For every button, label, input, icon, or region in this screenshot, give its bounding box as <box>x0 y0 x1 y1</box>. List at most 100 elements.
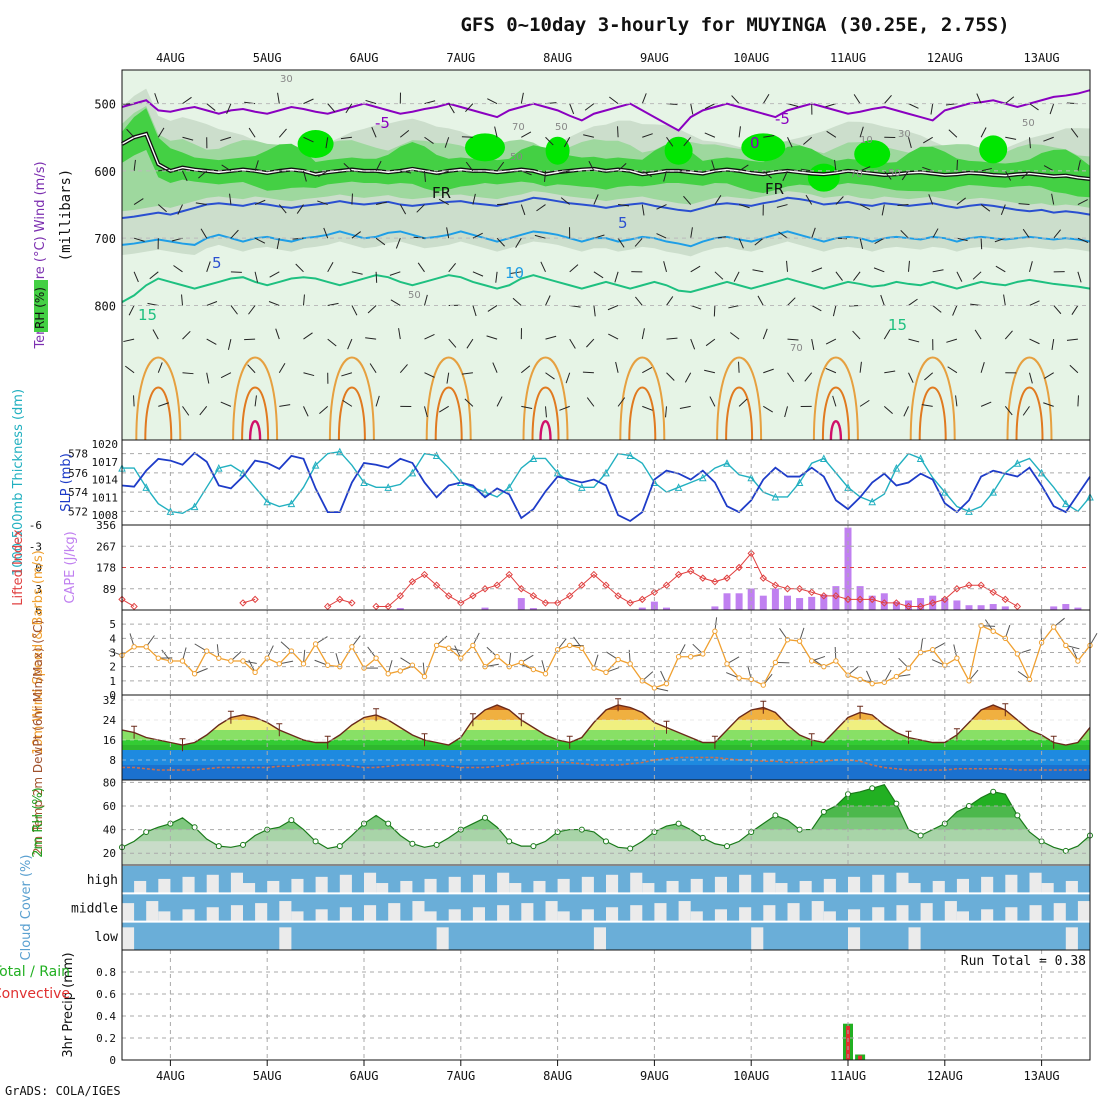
cape-bar <box>832 586 840 610</box>
wind-barb <box>278 363 286 373</box>
isotherm-15 <box>121 274 1091 303</box>
lifted-index-point <box>396 592 405 600</box>
wind-barb <box>859 238 864 250</box>
wind-barb <box>666 296 674 306</box>
wind-barb <box>206 301 218 306</box>
wind-barb <box>666 372 675 381</box>
wind-barb <box>510 271 522 275</box>
isotherm-20-loop <box>425 356 472 441</box>
wind-barb <box>690 265 701 273</box>
wind-barb <box>254 271 259 283</box>
wind-speed-point <box>1051 624 1057 630</box>
cloud-clear-cell <box>872 907 885 922</box>
wind-barb <box>472 193 476 205</box>
wind-barb <box>465 103 474 113</box>
wind-barb <box>303 170 307 182</box>
wind-barb <box>565 372 571 384</box>
cape-bar <box>905 600 912 610</box>
wind-barb <box>1077 160 1081 172</box>
wind-barb <box>424 333 435 340</box>
wind-speed-point <box>736 675 742 681</box>
wind-tick-label: 1 <box>109 675 116 688</box>
precip-tick-label: 0.8 <box>96 966 116 979</box>
wind-barb <box>444 137 450 148</box>
cape-bar <box>941 598 949 610</box>
wind-barb <box>948 129 958 138</box>
wind-barb <box>545 136 554 146</box>
cloud-clear-cell <box>497 872 510 894</box>
wind-barb <box>980 401 992 407</box>
wind-barb <box>709 396 716 407</box>
wind-speed-point <box>821 663 827 670</box>
wind-barb <box>545 406 547 418</box>
wind-barb <box>182 96 192 105</box>
wind-barb <box>275 328 280 340</box>
wind-barb <box>763 135 775 138</box>
bottom-day-label: 13AUG <box>1024 1069 1060 1083</box>
wind-barb <box>448 103 455 114</box>
wind-barb <box>375 237 386 246</box>
lifted-index-point <box>965 581 973 589</box>
cloud-clear-cell <box>315 909 328 922</box>
cloud-clear-cell <box>630 905 643 922</box>
wind-barb <box>446 372 450 384</box>
wind-barb <box>351 271 363 275</box>
wind-barb <box>859 166 871 172</box>
rh-cell-0 <box>297 130 334 158</box>
wind-barb <box>1043 402 1054 407</box>
wind-barb <box>666 337 678 340</box>
wind-barb <box>690 103 694 115</box>
wind-barb <box>593 305 596 317</box>
cloud-clear-cell <box>896 872 909 894</box>
lifted-index-point <box>420 570 429 579</box>
wind-barb <box>1004 330 1013 340</box>
cloud-clear-cell <box>1005 874 1018 894</box>
cloud-clear-cell <box>739 907 752 922</box>
wind-barb <box>859 126 864 138</box>
wind-barb <box>731 95 740 104</box>
wind-barb <box>618 204 630 207</box>
wind-barb <box>923 136 933 144</box>
wind-barb <box>157 127 165 138</box>
wind-barb <box>956 237 968 242</box>
lifted-index-point <box>578 581 586 589</box>
wind-barb <box>704 103 716 110</box>
cloud-clear-cell <box>146 901 159 922</box>
thickness-point <box>360 478 368 486</box>
rh2m-point <box>506 838 513 845</box>
slp-ylabel: SLP (mb) <box>59 453 74 512</box>
wind-barb <box>609 96 619 105</box>
slp-tick-label: 1008 <box>92 509 119 522</box>
li-tick-label: 0 <box>35 562 42 575</box>
wind-barb <box>880 294 885 306</box>
rh2m-point <box>603 838 609 845</box>
li-tick-label: 6 <box>35 604 42 617</box>
temp-ylabel: 2m Temp 2m DewPt (6hr Min/Max) (°C) <box>31 620 45 855</box>
contour-label: 0 <box>750 134 760 152</box>
wind-barb <box>544 170 546 182</box>
slp-tick-label: 1014 <box>92 474 119 487</box>
cloud-clear-cell <box>1029 905 1042 922</box>
temp-tick-label: 24 <box>103 714 117 727</box>
thickness-point <box>142 483 151 491</box>
wind-barb <box>738 204 750 209</box>
wind-barb <box>1029 372 1033 384</box>
wind-barb <box>853 271 861 281</box>
wind-barb <box>496 237 505 247</box>
precip-convective-bar <box>846 1025 850 1060</box>
wind-barb <box>133 198 144 205</box>
cloud-clear-cell <box>497 905 510 922</box>
cloud-clear-cell <box>642 883 655 894</box>
wind-barb <box>642 133 653 138</box>
contour-label: 70 <box>512 122 525 133</box>
bottom-day-label: 6AUG <box>350 1069 379 1083</box>
top-day-label: 7AUG <box>446 51 475 65</box>
contour-label: 5 <box>618 214 628 232</box>
wind-speed-point <box>397 668 403 674</box>
rh-cell-3 <box>741 133 786 162</box>
wind-barb <box>375 271 378 283</box>
isotherm-25-loop <box>821 386 850 441</box>
wind-barb <box>424 372 435 378</box>
wind-speed-point <box>603 669 609 676</box>
wind-barb <box>182 330 191 340</box>
